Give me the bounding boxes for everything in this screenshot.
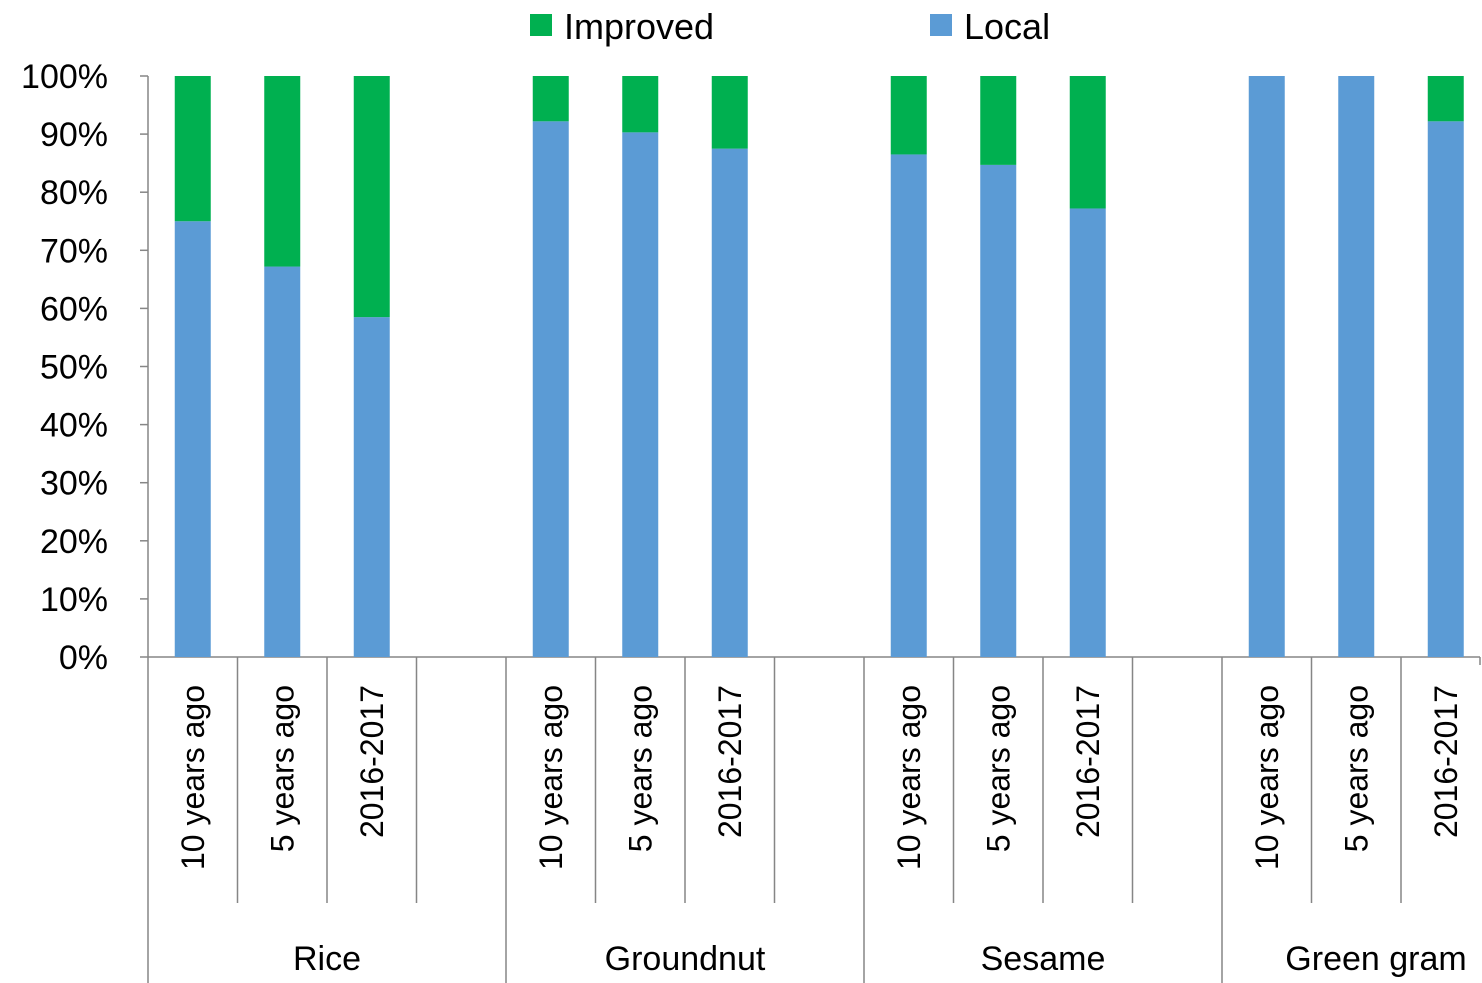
category-label: 10 years ago (533, 685, 569, 870)
bar-improved (264, 76, 301, 267)
category-label: 2016-2017 (354, 685, 390, 838)
category-label: 10 years ago (1249, 685, 1285, 870)
y-tick-label: 90% (40, 116, 108, 154)
y-tick-label: 30% (40, 465, 108, 503)
y-tick-label: 100% (21, 58, 108, 96)
category-label: 2016-2017 (1428, 685, 1464, 838)
bar-local (1427, 121, 1464, 658)
category-label: 10 years ago (891, 685, 927, 870)
y-tick-label: 60% (40, 290, 108, 328)
bar-improved (622, 76, 659, 133)
bar-local (1338, 76, 1375, 657)
group-label: Rice (293, 940, 361, 978)
legend-label-local: Local (964, 6, 1050, 47)
y-tick-label: 20% (40, 523, 108, 561)
category-label: 5 years ago (980, 685, 1016, 852)
bar-improved (174, 76, 211, 222)
category-label: 2016-2017 (712, 685, 748, 838)
y-tick-label: 40% (40, 407, 108, 445)
category-label: 5 years ago (264, 685, 300, 852)
bar-local (1248, 76, 1285, 657)
y-tick-label: 70% (40, 232, 108, 270)
y-tick-label: 80% (40, 174, 108, 212)
bar-improved (353, 76, 390, 318)
bar-local (353, 317, 390, 657)
bar-local (711, 148, 748, 657)
y-tick-label: 0% (59, 639, 108, 677)
bar-improved (1069, 76, 1106, 209)
bar-local (890, 154, 927, 657)
bar-local (532, 121, 569, 658)
category-label: 2016-2017 (1070, 685, 1106, 838)
group-label: Sesame (981, 940, 1106, 978)
legend-swatch-improved (530, 14, 552, 36)
y-tick-label: 10% (40, 581, 108, 619)
bar-local (622, 132, 659, 657)
legend-label-improved: Improved (564, 6, 714, 47)
bar-local (264, 266, 301, 657)
category-label: 5 years ago (1338, 685, 1374, 852)
bar-local (174, 221, 211, 657)
legend-swatch-local (930, 14, 952, 36)
group-label: Green gram (1285, 940, 1466, 978)
bar-local (1069, 208, 1106, 657)
group-label: Groundnut (605, 940, 766, 978)
bar-improved (711, 76, 748, 149)
bar-improved (890, 76, 927, 155)
bar-improved (980, 76, 1017, 165)
category-label: 5 years ago (622, 685, 658, 852)
bar-improved (1427, 76, 1464, 122)
category-label: 10 years ago (175, 685, 211, 870)
bar-improved (532, 76, 569, 122)
bar-local (980, 164, 1017, 657)
y-tick-label: 50% (40, 349, 108, 387)
